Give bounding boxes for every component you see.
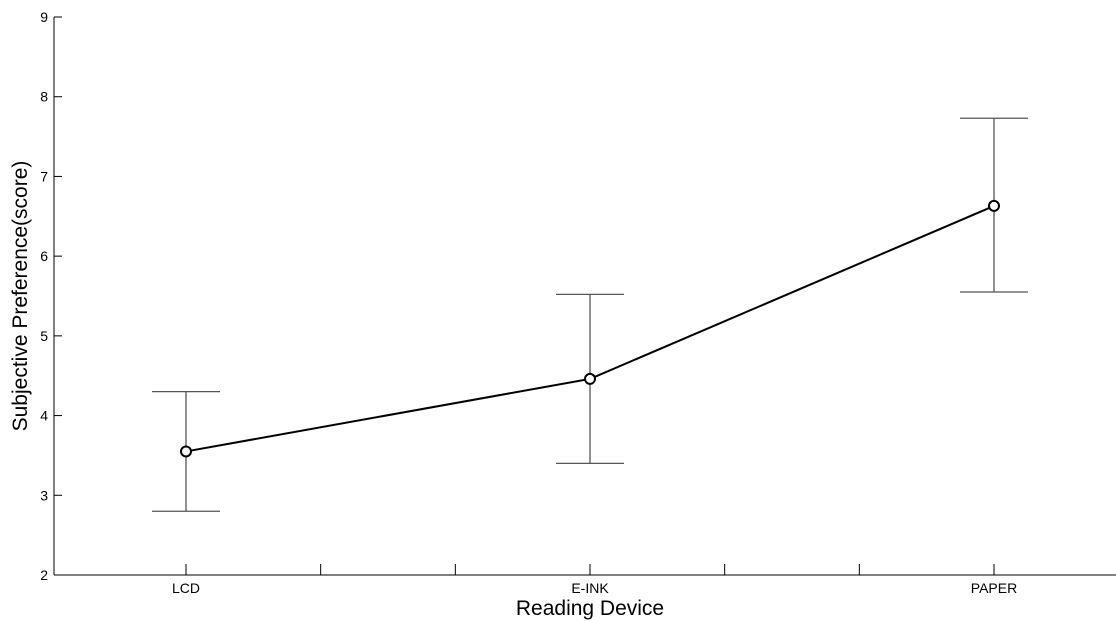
- y-tick-label: 7: [40, 168, 48, 184]
- y-axis-title: Subjective Preference(score): [9, 161, 32, 432]
- x-minor-ticks: [320, 564, 860, 575]
- x-tick-label: PAPER: [971, 580, 1017, 596]
- x-tick-label: E-INK: [571, 580, 609, 596]
- y-tick-label: 6: [40, 248, 48, 264]
- y-tick-label: 5: [40, 328, 48, 344]
- y-tick-label: 9: [40, 9, 48, 25]
- markers: [180, 199, 1000, 458]
- data-point: [180, 445, 192, 458]
- error-bars: [152, 117, 1028, 512]
- x-axis-title: Reading Device: [516, 597, 664, 620]
- y-tick-label: 3: [40, 487, 48, 503]
- y-ticks: 2 3 4 5 6 7 8 9: [40, 9, 62, 583]
- y-tick-label: 4: [40, 408, 48, 424]
- y-tick-label: 8: [40, 89, 48, 105]
- data-point: [584, 372, 596, 385]
- y-tick-label: 2: [40, 567, 48, 583]
- x-tick-label: LCD: [172, 580, 200, 596]
- data-point: [988, 199, 1000, 212]
- x-ticks: LCD E-INK PAPER: [172, 564, 1017, 596]
- axes: [53, 17, 1116, 576]
